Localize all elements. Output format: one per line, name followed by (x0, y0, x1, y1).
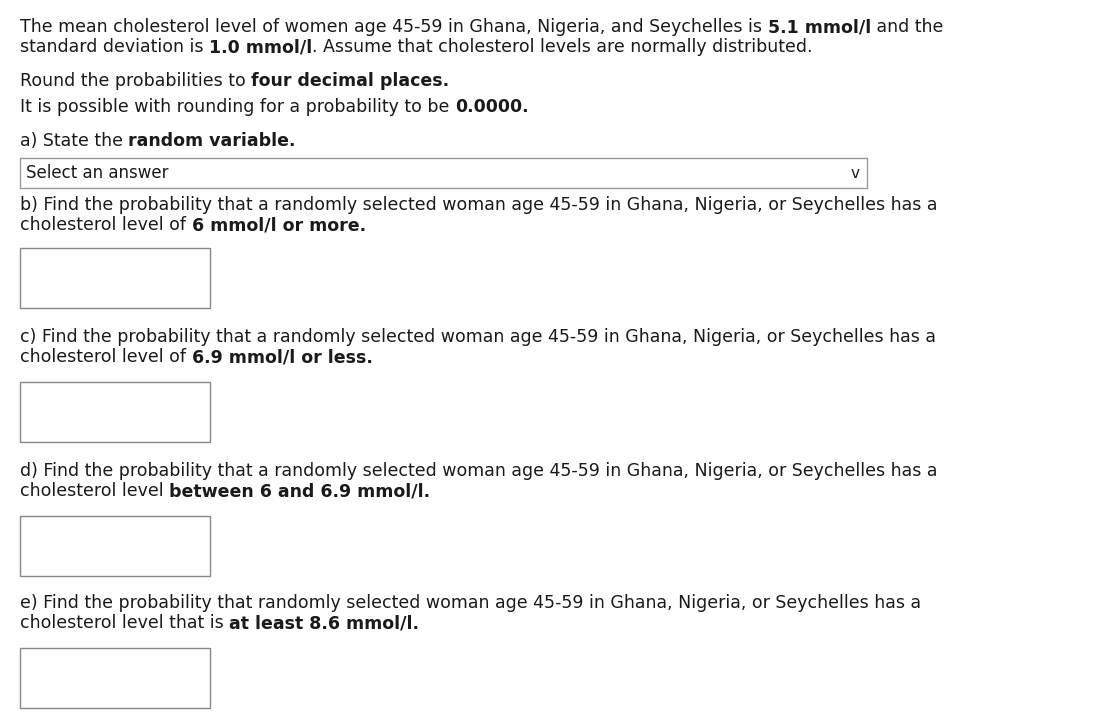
Text: The mean cholesterol level of women age 45-59 in Ghana, Nigeria, and Seychelles : The mean cholesterol level of women age … (20, 18, 767, 36)
Text: v: v (851, 165, 860, 180)
Text: 5.1 mmol/l: 5.1 mmol/l (767, 18, 871, 36)
Text: b) Find the probability that a randomly selected woman age 45-59 in Ghana, Niger: b) Find the probability that a randomly … (20, 196, 938, 214)
Text: cholesterol level: cholesterol level (20, 482, 169, 500)
Text: standard deviation is: standard deviation is (20, 38, 209, 56)
Bar (20, 158, 867, 188)
Text: cholesterol level of: cholesterol level of (20, 348, 192, 366)
Text: at least 8.6 mmol/l.: at least 8.6 mmol/l. (230, 614, 419, 632)
Text: d) Find the probability that a randomly selected woman age 45-59 in Ghana, Niger: d) Find the probability that a randomly … (20, 462, 938, 480)
Text: 0.0000.: 0.0000. (455, 98, 529, 116)
Text: 1.0 mmol/l: 1.0 mmol/l (209, 38, 312, 56)
Text: Round the probabilities to: Round the probabilities to (20, 72, 251, 90)
Text: 6.9 mmol/l or less.: 6.9 mmol/l or less. (192, 348, 372, 366)
Text: . Assume that cholesterol levels are normally distributed.: . Assume that cholesterol levels are nor… (312, 38, 813, 56)
Text: c) Find the probability that a randomly selected woman age 45-59 in Ghana, Niger: c) Find the probability that a randomly … (20, 328, 935, 346)
Text: cholesterol level that is: cholesterol level that is (20, 614, 230, 632)
Bar (20, 382, 210, 442)
Text: and the: and the (871, 18, 943, 36)
Text: random variable.: random variable. (128, 132, 295, 150)
Text: Select an answer: Select an answer (26, 164, 168, 182)
Bar (20, 648, 210, 708)
Bar (20, 516, 210, 576)
Bar (20, 248, 210, 308)
Text: cholesterol level of: cholesterol level of (20, 216, 192, 234)
Text: four decimal places.: four decimal places. (251, 72, 449, 90)
Text: It is possible with rounding for a probability to be: It is possible with rounding for a proba… (20, 98, 455, 116)
Text: 6 mmol/l or more.: 6 mmol/l or more. (192, 216, 366, 234)
Text: e) Find the probability that randomly selected woman age 45-59 in Ghana, Nigeria: e) Find the probability that randomly se… (20, 594, 921, 612)
Text: between 6 and 6.9 mmol/l.: between 6 and 6.9 mmol/l. (169, 482, 430, 500)
Text: a) State the: a) State the (20, 132, 128, 150)
